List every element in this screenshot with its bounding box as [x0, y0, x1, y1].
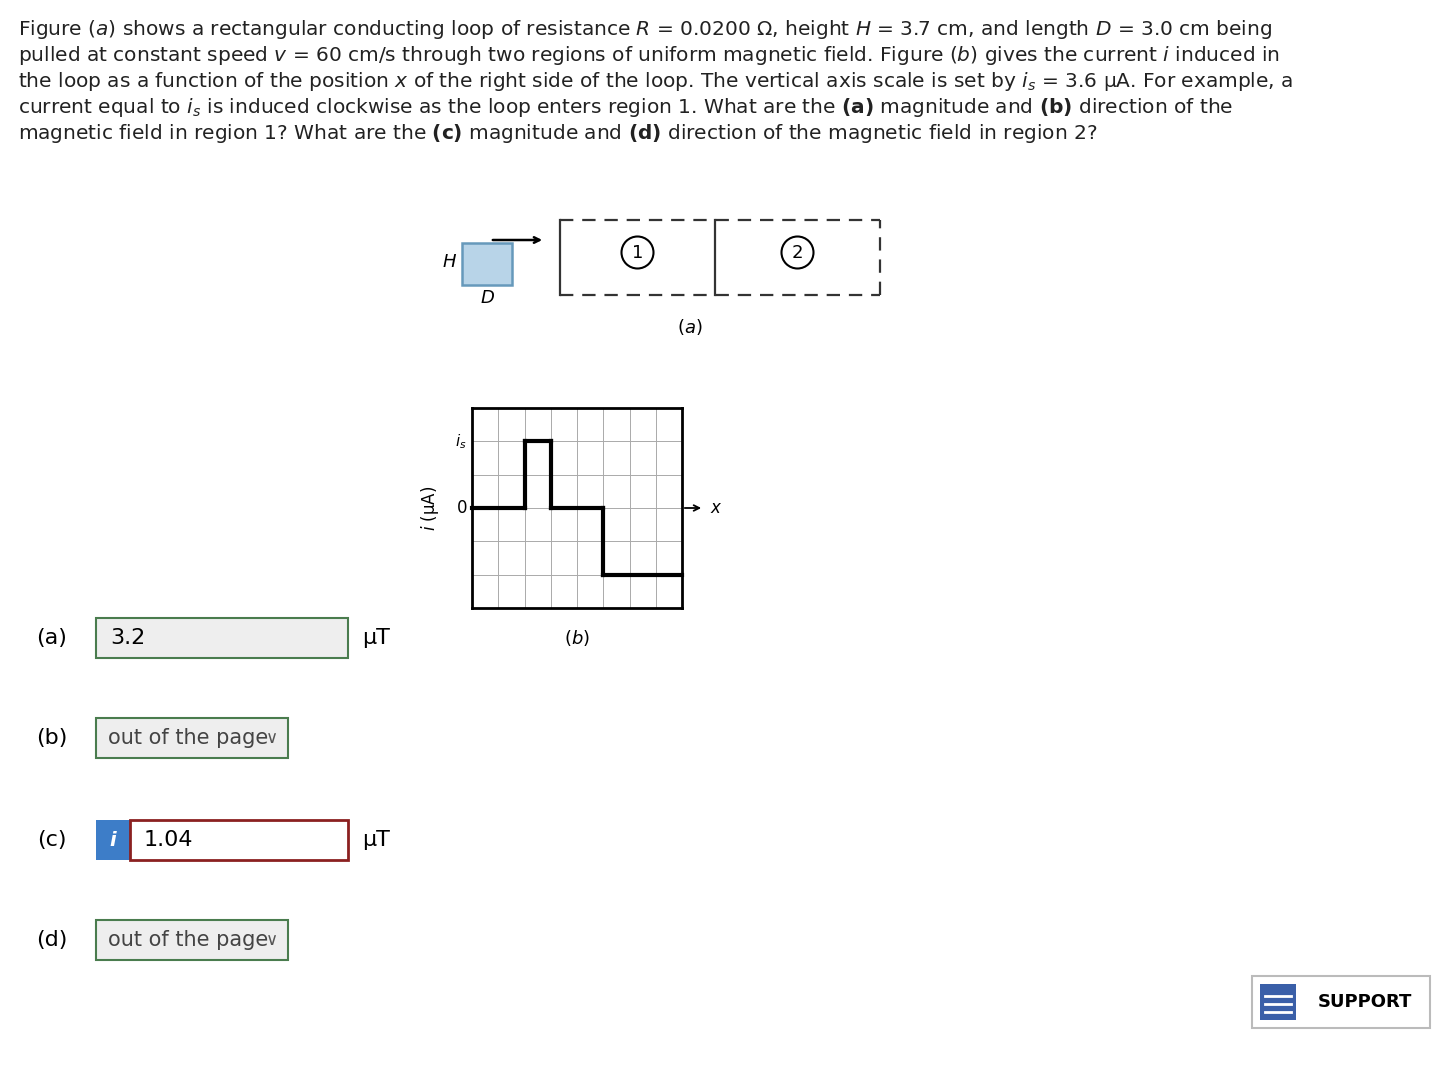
Text: 2: 2 — [791, 244, 803, 261]
Text: (b): (b) — [36, 728, 68, 749]
Bar — [95, 718, 287, 758]
Text: 3.2: 3.2 — [110, 628, 146, 648]
Text: $i$ (μA): $i$ (μA) — [419, 485, 440, 531]
Bar — [462, 243, 513, 285]
Text: 1.04: 1.04 — [144, 830, 193, 850]
Text: $D$: $D$ — [479, 289, 494, 307]
Text: current equal to $i_s$ is induced clockwise as the loop enters region 1. What ar: current equal to $i_s$ is induced clockw… — [17, 96, 1233, 119]
Text: i: i — [110, 830, 117, 850]
Text: Figure $(a)$ shows a rectangular conducting loop of resistance $R$ = 0.0200 Ω, h: Figure $(a)$ shows a rectangular conduct… — [17, 18, 1272, 41]
Text: $H$: $H$ — [442, 254, 456, 271]
Circle shape — [781, 236, 813, 269]
Text: (c): (c) — [38, 830, 66, 850]
Text: $x$: $x$ — [710, 499, 722, 517]
Bar — [1261, 984, 1297, 1021]
Text: ∨: ∨ — [266, 931, 279, 949]
Bar — [95, 820, 130, 860]
Text: the loop as a function of the position $x$ of the right side of the loop. The ve: the loop as a function of the position $… — [17, 70, 1294, 92]
Circle shape — [621, 236, 654, 269]
Text: $(b)$: $(b)$ — [565, 628, 591, 648]
Text: pulled at constant speed $v$ = 60 cm/s through two regions of uniform magnetic f: pulled at constant speed $v$ = 60 cm/s t… — [17, 44, 1279, 67]
Text: SUPPORT: SUPPORT — [1318, 993, 1412, 1011]
Text: ∨: ∨ — [266, 729, 279, 747]
Bar — [95, 920, 287, 960]
Text: $0$: $0$ — [455, 499, 466, 517]
Bar — [130, 820, 348, 860]
Bar — [95, 618, 348, 658]
Text: $(a)$: $(a)$ — [677, 317, 703, 337]
Text: magnetic field in region 1? What are the $\mathbf{(c)}$ magnitude and $\mathbf{(: magnetic field in region 1? What are the… — [17, 122, 1097, 145]
Text: $i_s$: $i_s$ — [455, 432, 466, 450]
Text: μT: μT — [362, 628, 390, 648]
Text: 1: 1 — [632, 244, 643, 261]
Text: (a): (a) — [36, 628, 68, 648]
Text: out of the page: out of the page — [108, 930, 269, 950]
Text: out of the page: out of the page — [108, 728, 269, 749]
Text: μT: μT — [362, 830, 390, 850]
Text: (d): (d) — [36, 930, 68, 950]
Bar — [1252, 976, 1430, 1028]
